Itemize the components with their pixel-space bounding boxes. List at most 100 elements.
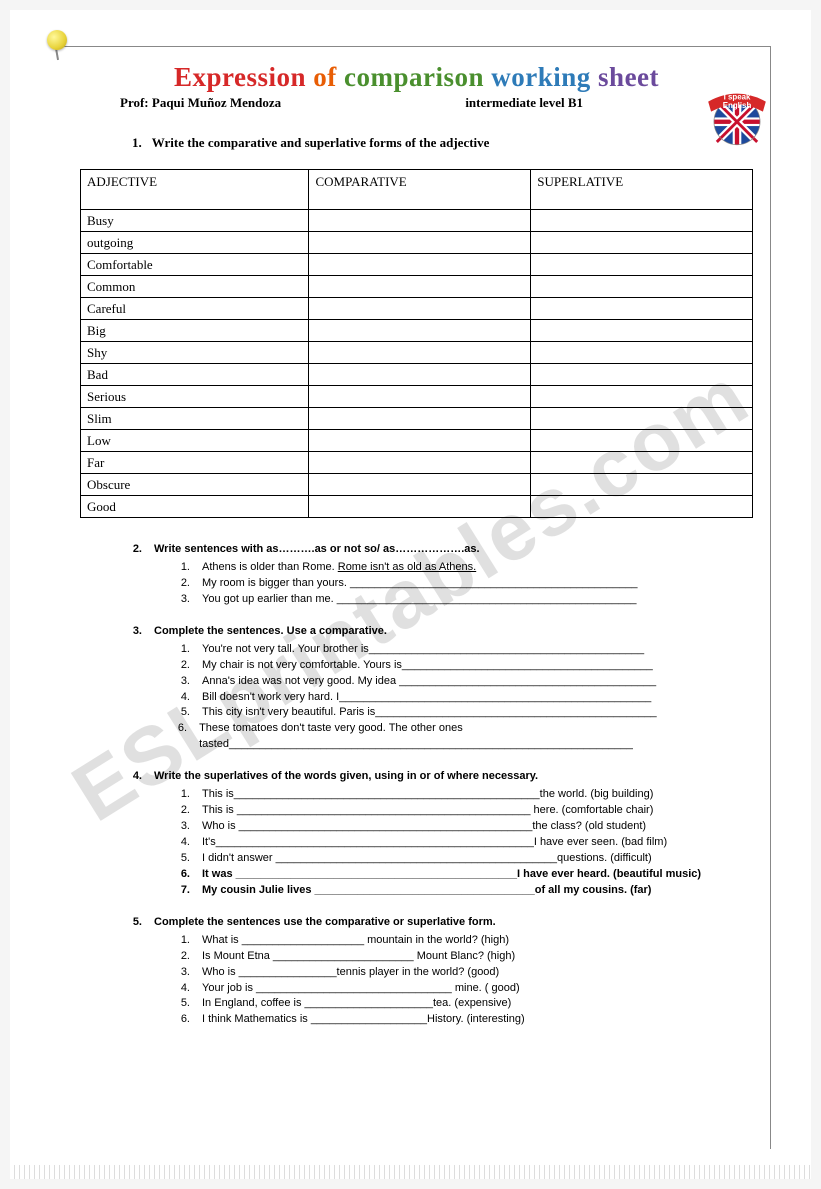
- adjective-cell: Bad: [81, 364, 309, 386]
- example-answer: Rome isn't as old as Athens.: [338, 561, 476, 573]
- comparative-cell[interactable]: [309, 430, 531, 452]
- superlative-cell[interactable]: [531, 342, 753, 364]
- q5-text: Complete the sentences use the comparati…: [154, 915, 496, 931]
- exercise-2: 2. Write sentences with as……….as or not …: [80, 542, 753, 608]
- title-word: comparison: [344, 62, 484, 92]
- comparative-cell[interactable]: [309, 496, 531, 518]
- item-text: You got up earlier than me. ____________…: [202, 592, 637, 608]
- list-item: 3. You got up earlier than me. __________…: [176, 592, 753, 608]
- item-text: Bill doesn't work very hard. I__________…: [202, 690, 651, 706]
- adjective-table: ADJECTIVECOMPARATIVESUPERLATIVE Busyoutgo…: [80, 169, 753, 518]
- list-item: 5.I didn't answer ______________________…: [176, 851, 753, 867]
- q3-text: Complete the sentences. Use a comparativ…: [154, 624, 387, 640]
- item-text: My cousin Julie lives __________________…: [202, 883, 651, 899]
- comparative-cell[interactable]: [309, 342, 531, 364]
- q5-number: 5.: [128, 915, 142, 931]
- list-item: 4.It's__________________________________…: [176, 835, 753, 851]
- professor-name: Prof: Paqui Muñoz Mendoza: [120, 95, 465, 111]
- list-item: 3.Who is _______________________________…: [176, 819, 753, 835]
- q4-number: 4.: [128, 769, 142, 785]
- comparative-cell[interactable]: [309, 276, 531, 298]
- table-header: COMPARATIVE: [309, 170, 531, 210]
- item-number: 1.: [176, 933, 190, 949]
- superlative-cell[interactable]: [531, 452, 753, 474]
- q4-list: 1.This is_______________________________…: [128, 787, 753, 899]
- list-item: 1. You're not very tall. Your brother is_…: [176, 642, 753, 658]
- comparative-cell[interactable]: [309, 408, 531, 430]
- item-text: Your job is ____________________________…: [202, 981, 520, 997]
- comparative-cell[interactable]: [309, 232, 531, 254]
- adjective-cell: Busy: [81, 210, 309, 232]
- list-item: 6. It was _______________________________…: [176, 867, 753, 883]
- list-item: 1.What is ____________________ mountain …: [176, 933, 753, 949]
- torn-edge-icon: [10, 1165, 811, 1179]
- superlative-cell[interactable]: [531, 430, 753, 452]
- superlative-cell[interactable]: [531, 298, 753, 320]
- comparative-cell[interactable]: [309, 210, 531, 232]
- q2-list: 1.Athens is older than Rome. Rome isn't …: [128, 560, 753, 608]
- exercise-5: 5. Complete the sentences use the compar…: [80, 915, 753, 1029]
- superlative-cell[interactable]: [531, 408, 753, 430]
- item-number: 1.: [176, 642, 190, 658]
- adjective-cell: Far: [81, 452, 309, 474]
- comparative-cell[interactable]: [309, 452, 531, 474]
- item-text: This is_________________________________…: [202, 787, 653, 803]
- title-word: sheet: [598, 62, 659, 92]
- q3-list: 1. You're not very tall. Your brother is_…: [128, 642, 753, 754]
- list-item: 4.Your job is __________________________…: [176, 981, 753, 997]
- comparative-cell[interactable]: [309, 364, 531, 386]
- comparative-cell[interactable]: [309, 254, 531, 276]
- item-text: This is ________________________________…: [202, 803, 653, 819]
- table-header: ADJECTIVE: [81, 170, 309, 210]
- superlative-cell[interactable]: [531, 364, 753, 386]
- item-number: 3.: [176, 592, 190, 608]
- item-number: 5.: [176, 705, 190, 721]
- list-item: 1.This is_______________________________…: [176, 787, 753, 803]
- superlative-cell[interactable]: [531, 210, 753, 232]
- comparative-cell[interactable]: [309, 320, 531, 342]
- question-1-heading: 1. Write the comparative and superlative…: [132, 135, 753, 151]
- title-word: working: [491, 62, 591, 92]
- item-number: 6.: [176, 867, 190, 883]
- comparative-cell[interactable]: [309, 298, 531, 320]
- badge-line1: I speak: [724, 92, 751, 101]
- pushpin-icon: [44, 30, 70, 62]
- list-item: 2.My chair is not very comfortable. Your…: [176, 658, 753, 674]
- list-item: 5. This city isn't very beautiful. Paris …: [176, 705, 753, 721]
- q4-text: Write the superlatives of the words give…: [154, 769, 538, 785]
- comparative-cell[interactable]: [309, 474, 531, 496]
- superlative-cell[interactable]: [531, 254, 753, 276]
- comparative-cell[interactable]: [309, 386, 531, 408]
- list-item: 5.In England, coffee is ________________…: [176, 996, 753, 1012]
- superlative-cell[interactable]: [531, 232, 753, 254]
- adjective-cell: Low: [81, 430, 309, 452]
- exercise-3: 3. Complete the sentences. Use a compara…: [80, 624, 753, 754]
- q1-text: Write the comparative and superlative fo…: [152, 135, 490, 151]
- item-number: 2.: [176, 576, 190, 592]
- superlative-cell[interactable]: [531, 320, 753, 342]
- adjective-cell: outgoing: [81, 232, 309, 254]
- item-text: It was _________________________________…: [202, 867, 701, 883]
- adjective-cell: Careful: [81, 298, 309, 320]
- title-word: Expression: [174, 62, 306, 92]
- item-text: This city isn't very beautiful. Paris is…: [202, 705, 657, 721]
- q2-number: 2.: [128, 542, 142, 558]
- table-header: SUPERLATIVE: [531, 170, 753, 210]
- list-item: 2.Is Mount Etna _______________________ …: [176, 949, 753, 965]
- superlative-cell[interactable]: [531, 276, 753, 298]
- item-text: Who is ________________tennis player in …: [202, 965, 499, 981]
- list-item: 2. My room is bigger than yours. ________…: [176, 576, 753, 592]
- adjective-cell: Slim: [81, 408, 309, 430]
- q5-list: 1.What is ____________________ mountain …: [128, 933, 753, 1029]
- adjective-cell: Comfortable: [81, 254, 309, 276]
- adjective-cell: Shy: [81, 342, 309, 364]
- item-text: I think Mathematics is _________________…: [202, 1012, 525, 1028]
- superlative-cell[interactable]: [531, 474, 753, 496]
- item-text: My room is bigger than yours. __________…: [202, 576, 637, 592]
- item-text: You're not very tall. Your brother is___…: [202, 642, 644, 658]
- superlative-cell[interactable]: [531, 386, 753, 408]
- item-number: 4.: [176, 690, 190, 706]
- badge-line2: English: [723, 101, 752, 110]
- item-number: 2.: [176, 949, 190, 965]
- superlative-cell[interactable]: [531, 496, 753, 518]
